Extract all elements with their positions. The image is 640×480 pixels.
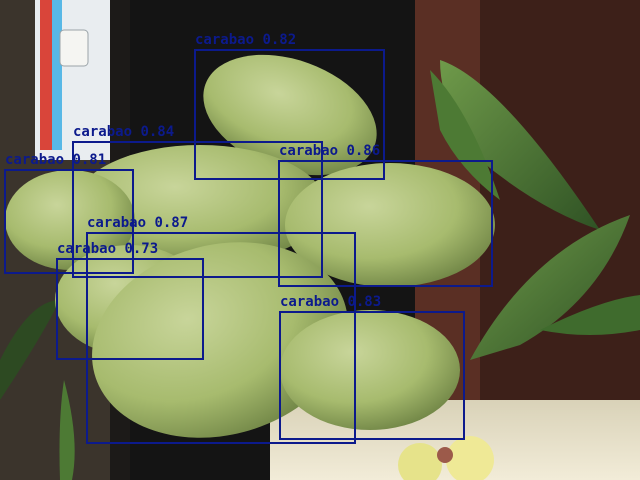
detection-box: carabao 0.82 [194,32,385,180]
detection-label: carabao 0.86 [279,143,381,159]
detection-box: carabao 0.81 [4,152,134,274]
detection-box: carabao 0.73 [56,241,204,360]
detection-label: carabao 0.84 [73,124,175,140]
detection-box: carabao 0.87 [86,215,356,444]
detection-box: carabao 0.86 [278,143,493,287]
detection-label: carabao 0.87 [87,215,189,231]
detection-label: carabao 0.83 [280,294,382,310]
detection-box: carabao 0.83 [279,294,465,440]
detection-label: carabao 0.82 [195,32,297,48]
detection-label: carabao 0.73 [57,241,159,257]
detection-label: carabao 0.81 [5,152,107,168]
detection-box: carabao 0.84 [72,124,323,278]
